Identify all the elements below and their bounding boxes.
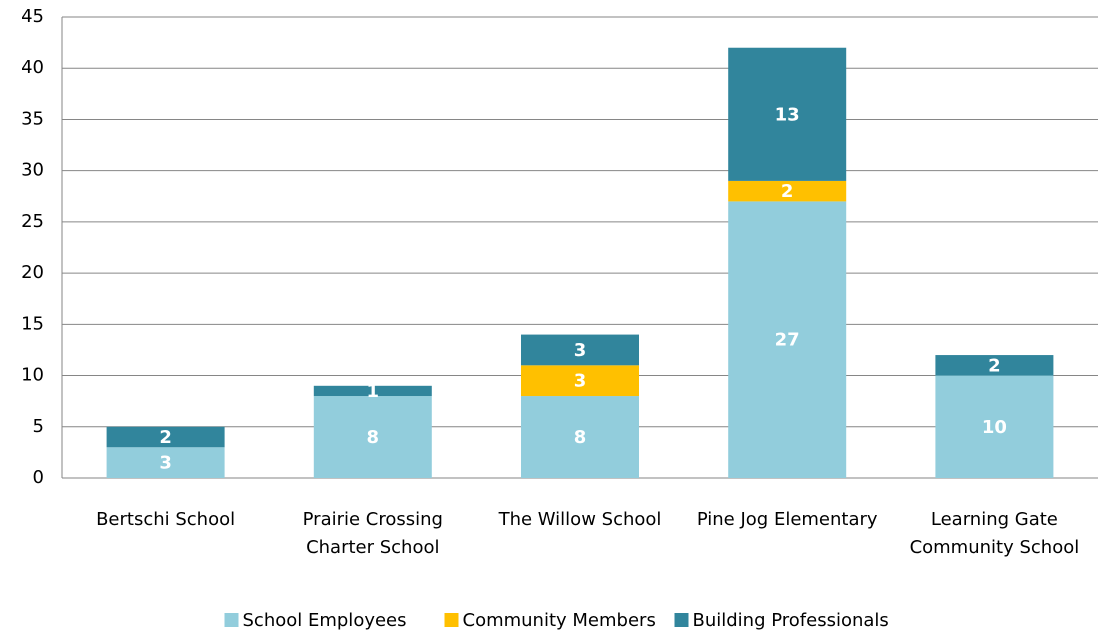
- bar-segment: [521, 365, 639, 397]
- bar-segment: [313, 396, 432, 478]
- data-label: 10: [982, 417, 1007, 438]
- legend-label: School Employees: [243, 610, 407, 631]
- data-label: 1: [367, 381, 380, 402]
- legend-label: Building Professionals: [693, 610, 889, 631]
- legend-label: Community Members: [463, 610, 656, 631]
- x-tick-label: Learning Gate Community School: [909, 509, 1080, 558]
- bar-segment: [728, 180, 847, 202]
- data-label: 3: [159, 453, 172, 474]
- bar-segment: [935, 355, 1054, 376]
- bar-segment: [106, 426, 225, 448]
- y-tick-label: 25: [21, 211, 44, 232]
- y-tick-label: 10: [21, 365, 44, 386]
- x-tick-label: Prairie Crossing Charter School: [302, 509, 443, 558]
- y-tick-label: 40: [21, 57, 44, 78]
- bar-segment: [106, 447, 225, 478]
- y-tick-label: 15: [21, 313, 44, 334]
- data-label: 2: [159, 427, 172, 448]
- bar-segment: [521, 334, 639, 366]
- y-tick-label: 45: [21, 6, 44, 27]
- y-tick-label: 20: [21, 262, 44, 283]
- x-tick-label: The Willow School: [498, 509, 662, 530]
- y-tick-label: 30: [21, 160, 44, 181]
- data-label: 8: [367, 427, 380, 448]
- bar-segment: [313, 385, 432, 397]
- bar-segment: [935, 375, 1054, 478]
- x-tick-label: Pine Jog Elementary: [696, 509, 878, 530]
- bar-segment: [728, 201, 847, 478]
- data-label: 3: [574, 340, 587, 361]
- data-label: 13: [775, 104, 800, 125]
- y-tick-label: 0: [33, 467, 44, 488]
- y-tick-label: 5: [33, 416, 44, 437]
- legend-swatch: [674, 613, 689, 627]
- x-tick-label: Bertschi School: [96, 509, 236, 530]
- data-label: 8: [574, 427, 587, 448]
- bar-segment: [728, 47, 847, 181]
- data-label: 2: [988, 355, 1001, 376]
- bar-segment: [521, 396, 639, 478]
- data-label: 2: [781, 181, 794, 202]
- y-tick-label: 35: [21, 108, 44, 129]
- legend-swatch: [444, 613, 459, 627]
- data-label: 3: [574, 371, 587, 392]
- data-label: 27: [775, 330, 800, 351]
- legend-swatch: [224, 613, 239, 627]
